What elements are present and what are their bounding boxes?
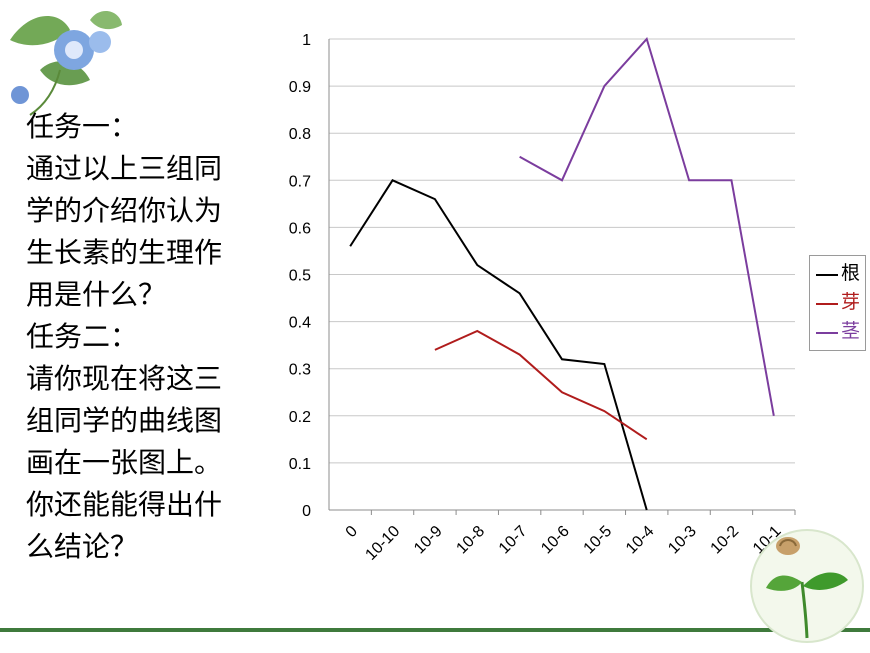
- sprout-decoration-icon: [750, 529, 864, 643]
- x-tick-label: 10-2: [708, 523, 743, 558]
- y-tick-label: 0.4: [289, 315, 311, 332]
- x-tick-label: 10-7: [496, 523, 531, 558]
- legend-label: 芽: [841, 291, 861, 313]
- task2-line: 么结论？: [26, 530, 139, 563]
- x-tick-label: 10-9: [411, 523, 446, 558]
- series-line-根: [349, 179, 648, 511]
- task1-line: 生长素的生理作: [26, 236, 223, 269]
- legend-swatch: [816, 303, 838, 305]
- task1-heading: 任务一：: [26, 110, 139, 143]
- line-chart: 00.10.20.30.40.50.60.70.80.91 0 10-10 10-9…: [289, 32, 796, 564]
- legend-item-stem: 茎: [816, 320, 868, 346]
- x-tick-label: 10-10: [362, 523, 403, 564]
- x-tick-label: 10-8: [453, 523, 488, 558]
- task2-line: 组同学的曲线图: [26, 404, 223, 437]
- legend-item-root: 根: [816, 262, 868, 288]
- y-tick-label: 0.9: [289, 79, 311, 96]
- y-tick-label: 0: [302, 503, 311, 520]
- legend-label: 茎: [841, 320, 861, 342]
- task2-line: 你还能能得出什: [26, 488, 223, 521]
- task2-heading: 任务二：: [26, 320, 139, 353]
- y-tick-label: 0.1: [289, 456, 311, 473]
- task1-line: 通过以上三组同: [26, 152, 223, 185]
- chart-x-tick-labels: 0 10-10 10-9 10-8 10-7 10-6 10-5 10-4 10-3 10-2 10…: [343, 523, 785, 564]
- x-tick-label: 10-4: [623, 523, 658, 558]
- flower-decoration-icon: [10, 10, 122, 116]
- chart-y-tick-labels: 0 0.1 0.2 0.3 0.4 0.5 0.6 0.7 0.8 0.9 1: [289, 32, 311, 520]
- legend-swatch: [816, 332, 838, 334]
- y-tick-label: 0.3: [289, 362, 311, 379]
- x-tick-label: 0: [343, 523, 361, 541]
- task1-line: 用是什么？: [26, 278, 167, 311]
- legend-item-bud: 芽: [816, 291, 868, 317]
- series-line-芽: [434, 329, 648, 441]
- chart-gridlines: [328, 38, 796, 515]
- y-tick-label: 0.7: [289, 173, 311, 190]
- x-tick-label: 10-5: [581, 523, 616, 558]
- legend-swatch: [816, 274, 838, 276]
- task2-line: 画在一张图上。: [26, 446, 223, 479]
- bottom-divider: [0, 628, 870, 632]
- x-tick-label: 10-6: [538, 523, 573, 558]
- y-tick-label: 1: [302, 32, 311, 49]
- task2-line: 请你现在将这三: [26, 362, 223, 395]
- chart-legend: 根 芽 茎: [809, 255, 866, 351]
- y-tick-label: 0.8: [289, 126, 311, 143]
- y-tick-label: 0.2: [289, 409, 311, 426]
- series-line-茎: [519, 37, 775, 416]
- y-tick-label: 0.6: [289, 220, 311, 237]
- task1-line: 学的介绍你认为: [26, 194, 223, 227]
- y-tick-label: 0.5: [289, 268, 311, 285]
- legend-label: 根: [841, 262, 861, 284]
- x-tick-label: 10-3: [665, 523, 700, 558]
- task-text-block: 任务一： 通过以上三组同 学的介绍你认为 生长素的生理作 用是什么？ 任务二： …: [26, 106, 276, 568]
- chart-series-lines: [349, 37, 775, 511]
